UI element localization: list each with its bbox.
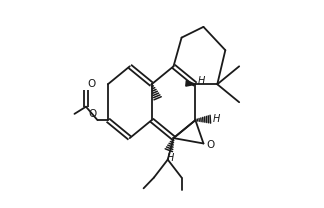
- Text: O: O: [88, 109, 97, 119]
- Text: O: O: [206, 140, 214, 150]
- Text: H: H: [167, 153, 174, 163]
- Polygon shape: [186, 80, 195, 86]
- Text: H: H: [197, 77, 205, 87]
- Text: O: O: [87, 79, 95, 89]
- Text: H: H: [213, 114, 220, 124]
